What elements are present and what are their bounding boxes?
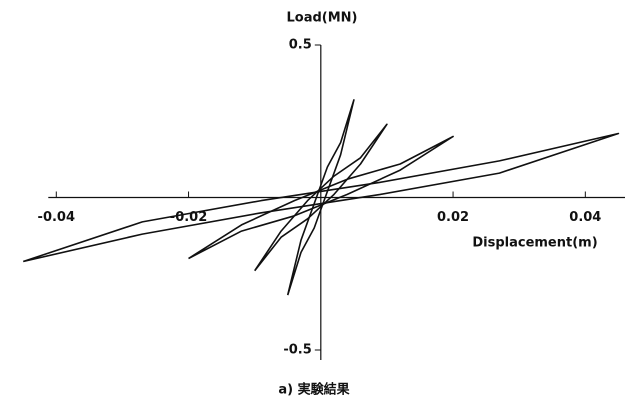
caption: a) 実験結果 <box>278 382 349 398</box>
x-tick-label: 0.04 <box>569 210 601 225</box>
x-tick-label: -0.02 <box>170 210 207 225</box>
y-tick-label: 0.5 <box>289 38 312 53</box>
y-axis-label: Load(MN) <box>287 11 358 26</box>
x-tick-label: -0.04 <box>38 210 75 225</box>
y-tick-label: -0.5 <box>283 343 311 358</box>
x-axis-label: Displacement(m) <box>472 236 597 251</box>
hysteresis-loop <box>22 132 620 263</box>
hysteresis-loop <box>188 135 454 260</box>
hysteresis-loop <box>254 123 388 272</box>
x-tick-label: 0.02 <box>437 210 469 225</box>
